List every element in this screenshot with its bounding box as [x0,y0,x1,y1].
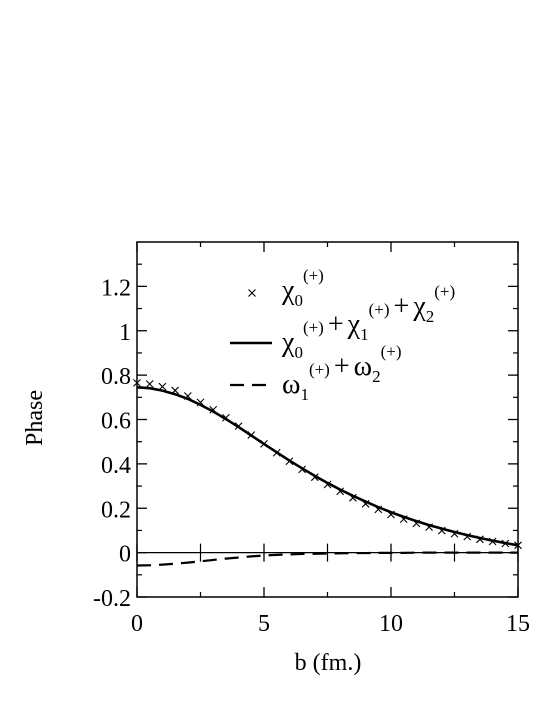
y-tick-label: 1 [119,320,131,346]
legend-subscript: 0 [294,343,303,362]
legend-subscript: 2 [426,307,435,326]
y-tick-label: 1.2 [101,275,131,301]
legend-superscript: (+) [434,282,455,301]
ticks-layer: 0 5 10 15-0.200.20.40.60.811.2 [93,242,530,637]
x-axis-title: b (fm.) [295,650,362,676]
x-tick-label: 0 [131,611,143,637]
legend-symbol: ω [354,351,372,382]
x-tick-label: 15 [506,611,530,637]
y-axis-title: Phase [22,390,48,446]
y-tick-label: 0.8 [101,364,131,390]
data-point-cross [145,380,154,388]
legend-subscript: 2 [372,367,381,386]
legend-symbol: χ [281,275,295,306]
x-tick-label: 10 [379,611,403,637]
legend-entry: χ0(+) [281,266,324,310]
legend-superscript: (+) [303,266,324,285]
legend-superscript: (+) [381,342,402,361]
legend-subscript: 1 [360,325,369,344]
legend-superscript: (+) [309,360,330,379]
data-point-cross [133,379,141,387]
series-line-solid [136,386,519,547]
legend-symbol: χ [281,327,295,358]
y-tick-label: -0.2 [93,586,131,612]
legend-plus: + [334,351,350,382]
y-tick-label: 0.4 [101,453,131,479]
x-tick-label: 5 [258,611,270,637]
y-tick-label: 0.6 [101,409,131,435]
legend-symbol: χ [412,291,426,322]
y-tick-label: 0 [119,542,131,568]
legend-entry: ω1(+) + ω2(+) [282,342,402,404]
legend-superscript: (+) [303,318,324,337]
y-tick-label: 0.2 [101,497,131,523]
series-layer [133,379,522,567]
legend-superscript: (+) [369,300,390,319]
legend-subscript: 1 [300,385,309,404]
legend-plus: + [328,309,344,340]
legend-plus: + [394,291,410,322]
legend-entry: χ0(+) + χ1(+) + χ2(+) [281,282,455,362]
legend: χ0(+)χ0(+) + χ1(+) + χ2(+)ω1(+) + ω2(+) [230,266,455,404]
legend-symbol: χ [347,309,361,340]
legend-subscript: 0 [294,291,303,310]
legend-marker-cross [248,289,256,297]
legend-symbol: ω [282,369,300,400]
